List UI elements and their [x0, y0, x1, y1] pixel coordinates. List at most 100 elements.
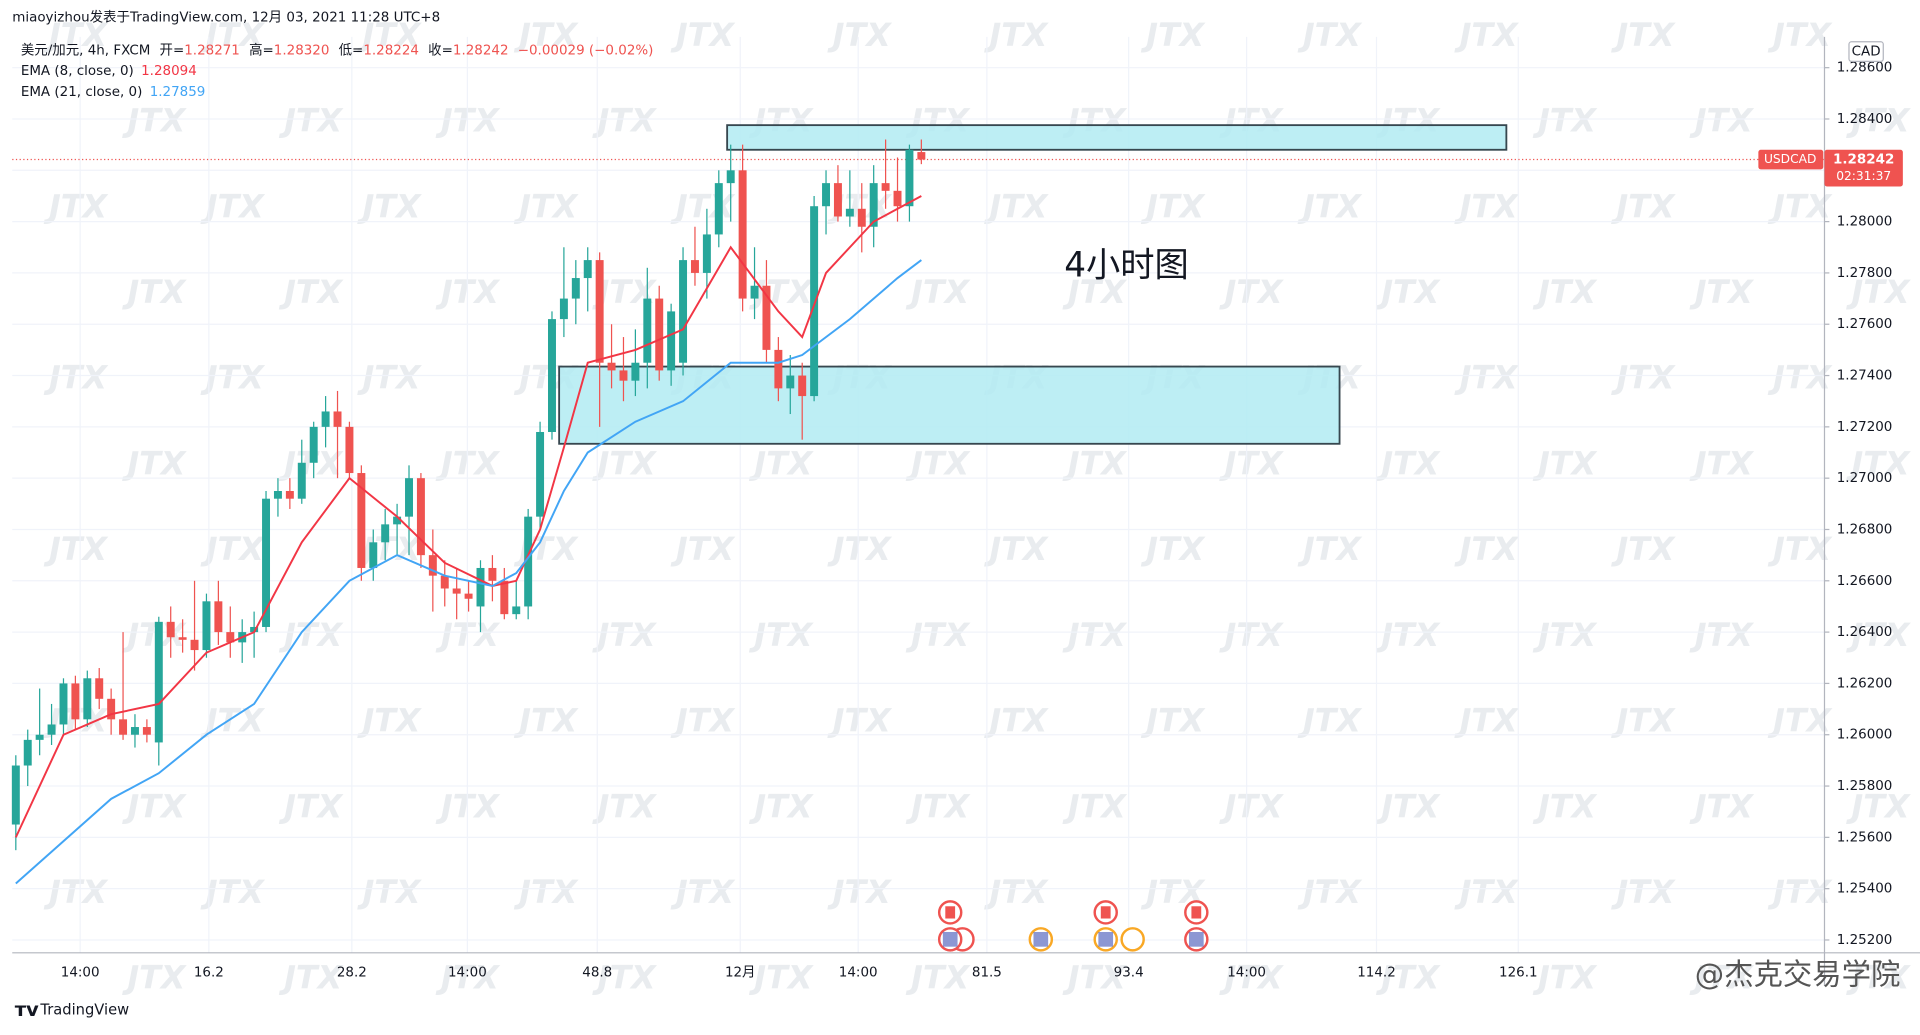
- watermark: JTX: [670, 530, 736, 568]
- candle-body: [23, 739, 32, 766]
- watermark: JTX: [1062, 616, 1128, 654]
- candle-body: [154, 621, 163, 743]
- candle-body: [119, 719, 128, 735]
- symbol-tag: [1758, 149, 1824, 170]
- watermark: JTX: [905, 444, 971, 482]
- watermark: JTX: [513, 873, 579, 911]
- watermark: JTX: [513, 16, 579, 54]
- candle-body: [631, 362, 640, 381]
- watermark: JTX: [1454, 16, 1520, 54]
- currency-box: [1848, 41, 1884, 62]
- candle-body: [393, 516, 402, 525]
- event-flag: [945, 906, 956, 919]
- candle-body: [59, 683, 68, 725]
- candle-body: [345, 426, 354, 474]
- watermark: JTX: [1845, 102, 1911, 140]
- watermark: JTX: [356, 702, 422, 740]
- event-flag: [1100, 906, 1111, 919]
- brand-logo: ᴛᴠ: [15, 998, 39, 1021]
- watermark: JTX: [827, 702, 893, 740]
- watermark: JTX: [278, 102, 344, 140]
- candle-body: [297, 462, 306, 499]
- watermark: JTX: [1845, 616, 1911, 654]
- watermark: JTX: [1218, 787, 1284, 825]
- candle-body: [440, 575, 449, 589]
- watermark: JTX: [121, 444, 187, 482]
- watermark: JTX: [1297, 873, 1363, 911]
- y-tick-label: 1.26200: [1837, 676, 1893, 691]
- watermark: JTX: [513, 702, 579, 740]
- watermark: JTX: [592, 102, 658, 140]
- candle-body: [738, 170, 747, 299]
- watermark: JTX: [1689, 787, 1755, 825]
- watermark: JTX: [592, 787, 658, 825]
- watermark: JTX: [1610, 187, 1676, 225]
- ema-line: [15, 259, 922, 885]
- event-icon: [1120, 927, 1145, 952]
- candle-body: [524, 516, 533, 607]
- watermark: JTX: [1062, 444, 1128, 482]
- ema-line: [14, 195, 922, 838]
- candle-body: [35, 734, 44, 740]
- candle-body: [869, 183, 878, 227]
- watermark: JTX: [1140, 530, 1206, 568]
- watermark: JTX: [1454, 530, 1520, 568]
- watermark: JTX: [1610, 530, 1676, 568]
- legend-symbol: 美元/加元, 4h, FXCM 开=1.28271 高=1.28320 低=1.…: [21, 41, 654, 58]
- watermark: JTX: [43, 359, 109, 397]
- annotation: 4小时图: [1064, 246, 1189, 286]
- candle-body: [333, 411, 342, 427]
- candle-body: [762, 285, 771, 350]
- candle-body: [679, 260, 688, 363]
- candle-body: [798, 375, 807, 397]
- candle-body: [786, 375, 795, 389]
- watermark: JTX: [1610, 873, 1676, 911]
- x-tick-label: 12月: [725, 965, 756, 980]
- x-tick-label: 114.2: [1357, 965, 1396, 980]
- candle-body: [47, 724, 56, 735]
- watermark: JTX: [1610, 702, 1676, 740]
- watermark: JTX: [200, 702, 266, 740]
- candle-body: [476, 567, 485, 607]
- candle-body: [833, 183, 842, 217]
- watermark: JTX: [1297, 530, 1363, 568]
- candle-body: [416, 478, 425, 556]
- ohlc-label: 收=: [428, 42, 453, 58]
- watermark: JTX: [1845, 273, 1911, 311]
- candle-body: [452, 588, 461, 594]
- ohlc-value: 1.28320: [274, 43, 330, 58]
- candle-body: [667, 311, 676, 371]
- watermark: JTX: [1689, 444, 1755, 482]
- legend-ema: EMA (21, close, 0) 1.27859: [21, 85, 206, 100]
- candle-body: [714, 183, 723, 235]
- watermark: JTX: [670, 702, 736, 740]
- candle-body: [369, 542, 378, 568]
- watermarks: JTX JTX JTX JTX JTX JTX JTX JTX JTX JTX JTX JTX JTX J…: [43, 16, 1911, 997]
- x-tick-label: 126.1: [1499, 965, 1538, 980]
- watermark: JTX: [1767, 702, 1833, 740]
- watermark: JTX: [1610, 359, 1676, 397]
- watermark: JTX: [356, 873, 422, 911]
- watermark: JTX: [983, 530, 1049, 568]
- watermark: JTX: [1454, 187, 1520, 225]
- watermark: JTX: [1845, 444, 1911, 482]
- watermark: JTX: [1375, 273, 1441, 311]
- watermark: JTX: [121, 959, 187, 997]
- legend-value: 1.27859: [150, 85, 206, 100]
- watermark: JTX: [1610, 16, 1676, 54]
- candle-body: [607, 362, 616, 371]
- candle-body: [845, 208, 854, 217]
- ohlc-label: 高=: [249, 41, 274, 58]
- header: miaoyizhou发表于TradingView.com, 12月 03, 20…: [12, 9, 440, 25]
- candle-body: [750, 285, 759, 299]
- candle-body: [583, 260, 592, 279]
- x-tick-label: 81.5: [972, 965, 1002, 980]
- watermark: JTX: [983, 873, 1049, 911]
- watermark: JTX: [356, 16, 422, 54]
- legend-entry: EMA (8, close, 0): [21, 64, 134, 79]
- watermark: JTX: [43, 187, 109, 225]
- y-tick-label: 1.28600: [1837, 61, 1893, 76]
- watermark: JTX: [1845, 787, 1911, 825]
- watermark: JTX: [983, 16, 1049, 54]
